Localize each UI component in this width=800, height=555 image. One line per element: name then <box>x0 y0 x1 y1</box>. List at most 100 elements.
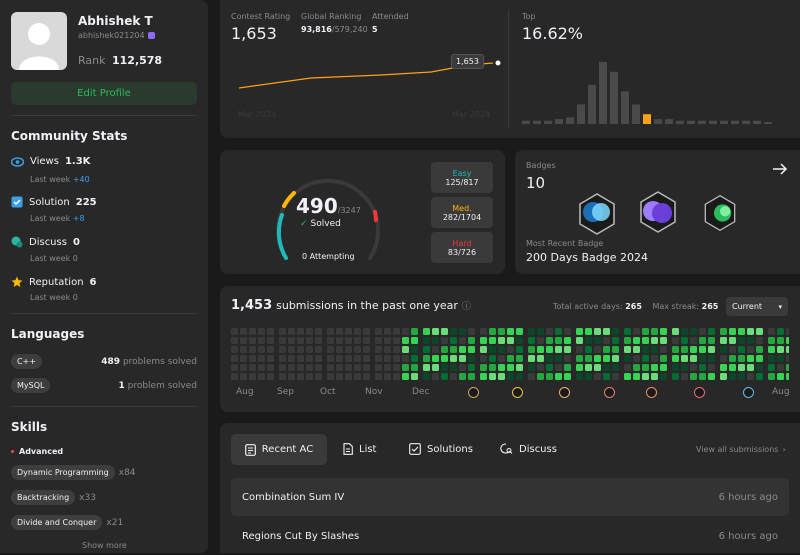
heatmap-cell[interactable] <box>297 355 304 362</box>
heatmap-cell[interactable] <box>498 373 505 380</box>
heatmap-cell[interactable] <box>681 337 688 344</box>
heatmap-cell[interactable] <box>459 328 466 335</box>
heatmap-cell[interactable] <box>450 364 457 371</box>
heatmap-cell[interactable] <box>231 364 238 371</box>
heatmap-cell[interactable] <box>528 373 535 380</box>
heatmap-cell[interactable] <box>498 337 505 344</box>
heatmap-cell[interactable] <box>279 346 286 353</box>
heatmap-cell[interactable] <box>306 355 313 362</box>
heatmap-cell[interactable] <box>546 373 553 380</box>
heatmap-cell[interactable] <box>480 373 487 380</box>
info-icon[interactable]: ⓘ <box>461 302 471 312</box>
heatmap-cell[interactable] <box>423 364 430 371</box>
heatmap-cell[interactable] <box>489 346 496 353</box>
heatmap-cell[interactable] <box>777 364 784 371</box>
heatmap-cell[interactable] <box>279 364 286 371</box>
heatmap-cell[interactable] <box>729 373 736 380</box>
heatmap-cell[interactable] <box>432 355 439 362</box>
heatmap-cell[interactable] <box>249 346 256 353</box>
heatmap-cell[interactable] <box>672 328 679 335</box>
heatmap-cell[interactable] <box>738 337 745 344</box>
heatmap-cell[interactable] <box>402 355 409 362</box>
heatmap-cell[interactable] <box>660 337 667 344</box>
heatmap-cell[interactable] <box>468 355 475 362</box>
heatmap-cell[interactable] <box>642 373 649 380</box>
heatmap-cell[interactable] <box>249 337 256 344</box>
heatmap-cell[interactable] <box>603 364 610 371</box>
heatmap-cell[interactable] <box>336 373 343 380</box>
heatmap-cell[interactable] <box>603 337 610 344</box>
heatmap-cell[interactable] <box>681 373 688 380</box>
heatmap-cell[interactable] <box>249 328 256 335</box>
heatmap-cell[interactable] <box>777 337 784 344</box>
medium-box[interactable]: Med. 282/1704 <box>431 197 493 228</box>
heatmap-cell[interactable] <box>411 364 418 371</box>
heatmap-cell[interactable] <box>393 328 400 335</box>
language-tag[interactable]: C++ <box>11 354 42 369</box>
heatmap-cell[interactable] <box>306 328 313 335</box>
heatmap-cell[interactable] <box>777 346 784 353</box>
heatmap-cell[interactable] <box>375 328 382 335</box>
heatmap-cell[interactable] <box>576 364 583 371</box>
heatmap-cell[interactable] <box>354 364 361 371</box>
heatmap-cell[interactable] <box>612 337 619 344</box>
heatmap-cell[interactable] <box>240 364 247 371</box>
daily-medal-icon[interactable] <box>559 387 570 398</box>
heatmap-cell[interactable] <box>288 355 295 362</box>
heatmap-cell[interactable] <box>660 346 667 353</box>
heatmap-cell[interactable] <box>699 337 706 344</box>
heatmap-cell[interactable] <box>384 364 391 371</box>
heatmap-cell[interactable] <box>402 364 409 371</box>
tab-list[interactable]: List <box>343 443 376 455</box>
heatmap-cell[interactable] <box>375 364 382 371</box>
heatmap-cell[interactable] <box>459 346 466 353</box>
heatmap-cell[interactable] <box>699 355 706 362</box>
heatmap-cell[interactable] <box>507 328 514 335</box>
heatmap-cell[interactable] <box>729 346 736 353</box>
heatmap-cell[interactable] <box>786 346 789 353</box>
heatmap-cell[interactable] <box>258 337 265 344</box>
heatmap-cell[interactable] <box>240 346 247 353</box>
heatmap-cell[interactable] <box>489 355 496 362</box>
heatmap-cell[interactable] <box>375 337 382 344</box>
heatmap-cell[interactable] <box>336 328 343 335</box>
heatmap-cell[interactable] <box>786 355 789 362</box>
heatmap-cell[interactable] <box>450 337 457 344</box>
heatmap-cell[interactable] <box>624 373 631 380</box>
heatmap-cell[interactable] <box>480 328 487 335</box>
language-tag[interactable]: MySQL <box>11 378 51 393</box>
heatmap-cell[interactable] <box>516 364 523 371</box>
heatmap-cell[interactable] <box>786 337 789 344</box>
heatmap-cell[interactable] <box>393 364 400 371</box>
heatmap-cell[interactable] <box>555 337 562 344</box>
heatmap-cell[interactable] <box>516 337 523 344</box>
heatmap-cell[interactable] <box>528 328 535 335</box>
heatmap-cell[interactable] <box>756 373 763 380</box>
heatmap-cell[interactable] <box>555 364 562 371</box>
heatmap-cell[interactable] <box>576 346 583 353</box>
heatmap-cell[interactable] <box>288 328 295 335</box>
heatmap-cell[interactable] <box>231 346 238 353</box>
heatmap-cell[interactable] <box>258 346 265 353</box>
heatmap-cell[interactable] <box>747 355 754 362</box>
heatmap-cell[interactable] <box>720 373 727 380</box>
heatmap-cell[interactable] <box>747 328 754 335</box>
heatmap-cell[interactable] <box>690 346 697 353</box>
heatmap-cell[interactable] <box>738 364 745 371</box>
heatmap-cell[interactable] <box>738 346 745 353</box>
heatmap-cell[interactable] <box>345 346 352 353</box>
heatmap-cell[interactable] <box>690 337 697 344</box>
heatmap-cell[interactable] <box>489 328 496 335</box>
heatmap-cell[interactable] <box>651 346 658 353</box>
heatmap-cell[interactable] <box>267 346 274 353</box>
heatmap-cell[interactable] <box>459 355 466 362</box>
heatmap-cell[interactable] <box>546 355 553 362</box>
heatmap-cell[interactable] <box>564 346 571 353</box>
heatmap-cell[interactable] <box>489 373 496 380</box>
heatmap-cell[interactable] <box>345 364 352 371</box>
heatmap-cell[interactable] <box>441 337 448 344</box>
heatmap-cell[interactable] <box>258 355 265 362</box>
heatmap-cell[interactable] <box>393 355 400 362</box>
heatmap-cell[interactable] <box>468 337 475 344</box>
heatmap-cell[interactable] <box>528 355 535 362</box>
